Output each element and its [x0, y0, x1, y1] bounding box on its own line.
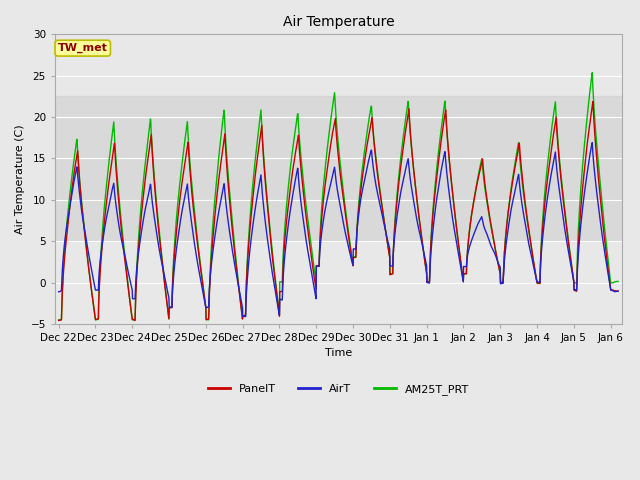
AirT [598, 232, 606, 238]
AirT [495, 263, 503, 268]
AM25T_PRT [327, 116, 335, 121]
AM25T_PRT [588, 70, 596, 75]
Line: PanelT: PanelT [59, 102, 618, 321]
PanelT [598, 213, 606, 219]
PanelT [312, 287, 320, 292]
AM25T_PRT [598, 200, 606, 206]
AM25T_PRT [312, 278, 320, 284]
AM25T_PRT [614, 278, 622, 284]
PanelT [495, 267, 503, 273]
AirT [242, 314, 250, 320]
AM25T_PRT [92, 317, 99, 323]
Bar [55, 96, 621, 241]
Legend: PanelT, AirT, AM25T_PRT: PanelT, AirT, AM25T_PRT [204, 380, 474, 399]
Text: TW_met: TW_met [58, 43, 108, 53]
PanelT [598, 216, 606, 222]
AM25T_PRT [495, 267, 503, 273]
PanelT [55, 317, 63, 323]
Y-axis label: Air Temperature (C): Air Temperature (C) [15, 124, 25, 234]
AirT [83, 242, 91, 248]
Title: Air Temperature: Air Temperature [282, 15, 394, 29]
PanelT [327, 140, 335, 146]
AirT [614, 288, 622, 294]
PanelT [589, 99, 596, 105]
AirT [312, 296, 320, 301]
AirT [55, 289, 63, 295]
AM25T_PRT [598, 203, 606, 209]
PanelT [614, 288, 622, 294]
PanelT [83, 253, 91, 259]
AirT [598, 234, 606, 240]
AirT [588, 140, 596, 145]
AM25T_PRT [83, 251, 91, 257]
Line: AM25T_PRT: AM25T_PRT [59, 72, 618, 320]
PanelT [131, 318, 139, 324]
Line: AirT: AirT [59, 143, 618, 317]
AirT [327, 180, 335, 185]
AM25T_PRT [55, 317, 63, 323]
X-axis label: Time: Time [324, 348, 352, 359]
